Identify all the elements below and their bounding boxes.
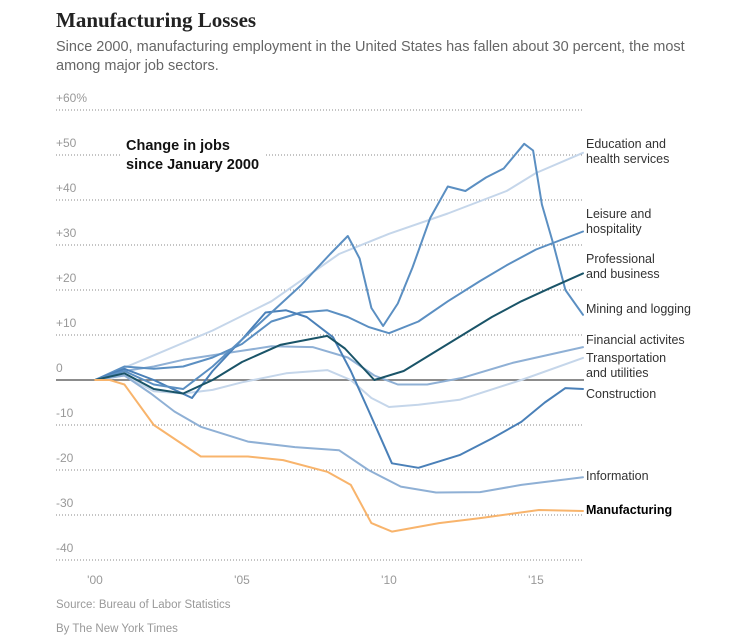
- annotation-line: since January 2000: [126, 157, 260, 173]
- chart-annotation: Change in jobs since January 2000: [122, 137, 266, 175]
- y-tick-label: -10: [56, 406, 74, 420]
- y-tick-label: -30: [56, 496, 74, 510]
- series-line-leisure-and-hospitality: [94, 230, 584, 381]
- y-tick-label: +50: [56, 136, 77, 150]
- label-education-health: Education and health services: [586, 137, 670, 166]
- x-tick-label: '05: [234, 573, 250, 587]
- y-tick-label: -40: [56, 541, 74, 555]
- annotation-line: Change in jobs: [126, 138, 230, 154]
- y-tick-label: +20: [56, 271, 77, 285]
- y-tick-label: 0: [56, 361, 63, 375]
- y-tick-label: +10: [56, 316, 77, 330]
- label-information: Information: [586, 469, 649, 483]
- y-tick-label: -20: [56, 451, 74, 465]
- y-tick-label: +40: [56, 181, 77, 195]
- label-leisure-hospitality: Leisure and hospitality: [586, 207, 652, 236]
- y-tick-label: +30: [56, 226, 77, 240]
- label-transportation-utilities: Transportation and utilities: [586, 351, 667, 380]
- label-mining-logging: Mining and logging: [586, 302, 691, 316]
- x-tick-label: '15: [528, 573, 544, 587]
- series-line-transportation-and-utilities: [94, 356, 584, 408]
- chart-subtitle: Since 2000, manufacturing employment in …: [56, 39, 685, 74]
- x-tick-label: '00: [87, 573, 103, 587]
- chart-title: Manufacturing Losses: [56, 8, 257, 32]
- series-line-professional-and-business: [94, 272, 584, 395]
- series-line-financial-activites: [94, 345, 584, 386]
- label-construction: Construction: [586, 387, 657, 401]
- label-financial-activities: Financial activites: [586, 333, 685, 347]
- series-line-information: [94, 374, 584, 494]
- source-note: Source: Bureau of Labor Statistics: [56, 599, 231, 611]
- byline: By The New York Times: [56, 623, 178, 635]
- series-line-construction: [94, 309, 584, 469]
- label-manufacturing: Manufacturing: [586, 503, 673, 517]
- y-tick-label: +60%: [56, 91, 87, 105]
- label-professional-business: Professional and business: [586, 252, 660, 281]
- x-tick-label: '10: [381, 573, 397, 587]
- series-line-education-and-health-services: [94, 151, 584, 381]
- series-line-manufacturing: [94, 379, 584, 533]
- series-line-mining-and-logging: [94, 142, 584, 390]
